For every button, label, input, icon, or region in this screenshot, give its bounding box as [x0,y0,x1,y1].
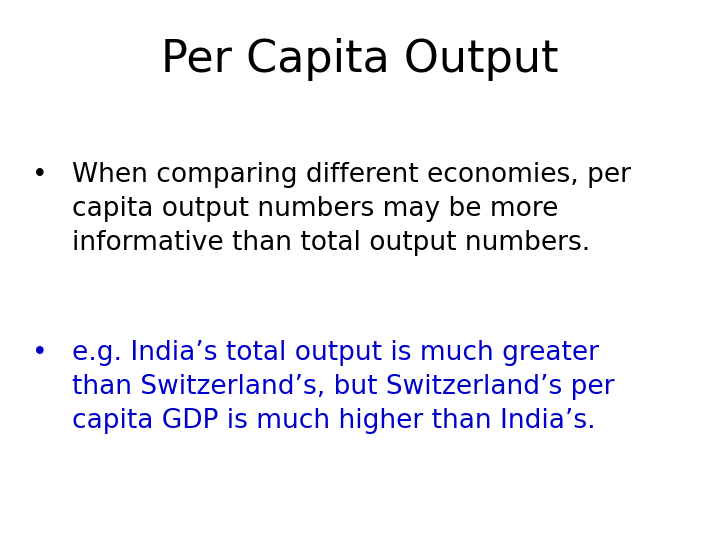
Text: •: • [32,162,48,188]
Text: Per Capita Output: Per Capita Output [161,38,559,81]
Text: e.g. India’s total output is much greater
than Switzerland’s, but Switzerland’s : e.g. India’s total output is much greate… [72,340,614,434]
Text: When comparing different economies, per
capita output numbers may be more
inform: When comparing different economies, per … [72,162,631,256]
Text: •: • [32,340,48,366]
